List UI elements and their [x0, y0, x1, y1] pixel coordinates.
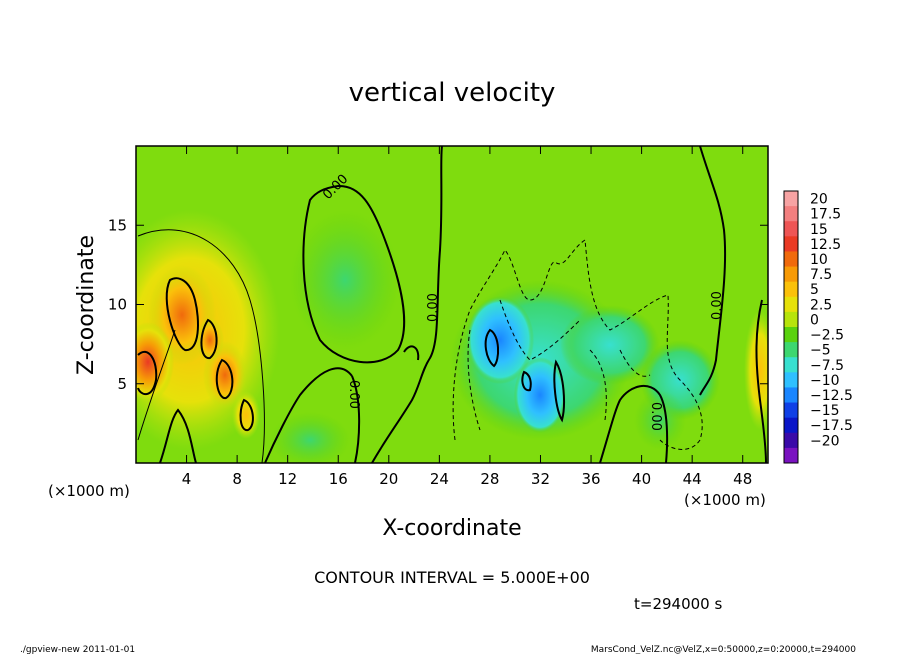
- colorbar-label: −20: [810, 433, 840, 449]
- x-unit-right: (×1000 m): [684, 491, 766, 509]
- colorbar-swatch: [784, 402, 798, 419]
- colorbar-label: 5: [810, 282, 819, 298]
- colorbar-label: −7.5: [810, 358, 844, 374]
- x-unit-left: (×1000 m): [48, 482, 130, 500]
- contour-lines: [137, 146, 767, 463]
- x-tick-label: 24: [430, 470, 449, 488]
- time-stamp: t=294000 s: [634, 595, 722, 613]
- contour-label: 0.00: [346, 380, 361, 409]
- y-ticks: 5 10 15: [108, 216, 768, 393]
- colorbar-swatch: [784, 311, 798, 328]
- colorbar-swatch: [784, 251, 798, 268]
- colorbar-label: 10: [810, 252, 828, 268]
- colorbar-label: −17.5: [810, 418, 853, 434]
- contour-label: 0.00: [648, 402, 663, 431]
- colorbar-swatch: [784, 266, 798, 283]
- x-tick-label: 36: [581, 470, 600, 488]
- colorbar-swatch: [784, 417, 798, 434]
- colorbar-label: −5: [810, 343, 831, 359]
- colorbar-label: 20: [810, 192, 828, 208]
- x-tick-label: 40: [632, 470, 651, 488]
- contour-interval: CONTOUR INTERVAL = 5.000E+00: [314, 568, 590, 587]
- colorbar-swatch: [784, 447, 798, 464]
- colorbar-label: 2.5: [810, 297, 832, 313]
- colorbar-label: 7.5: [810, 267, 832, 283]
- footer-left: ./gpview-new 2011-01-01: [20, 645, 135, 654]
- y-tick-label: 10: [108, 296, 127, 314]
- colorbar-swatch: [784, 432, 798, 449]
- colorbar-swatch: [784, 191, 798, 207]
- colorbar: 2017.51512.5107.552.50−2.5−5−7.5−10−12.5…: [783, 190, 853, 464]
- colorbar-label: −2.5: [810, 328, 844, 344]
- chart-title: vertical velocity: [349, 78, 556, 108]
- colorbar-swatch: [784, 387, 798, 404]
- colorbar-label: −12.5: [810, 388, 853, 404]
- colorbar-swatch: [784, 236, 798, 252]
- colorbar-swatch: [784, 357, 798, 373]
- y-axis-label: Z-coordinate: [74, 235, 99, 375]
- colorbar-label: −10: [810, 373, 840, 389]
- colorbar-swatch: [784, 342, 798, 358]
- x-tick-label: 32: [531, 470, 550, 488]
- colorbar-label: 17.5: [810, 207, 841, 223]
- colorbar-label: 0: [810, 312, 819, 328]
- x-tick-label: 48: [733, 470, 752, 488]
- x-tick-label: 16: [329, 470, 348, 488]
- x-axis-label: X-coordinate: [382, 516, 521, 541]
- colorbar-swatch: [784, 206, 798, 222]
- footer-right: MarsCond_VelZ.nc@VelZ,x=0:50000,z=0:2000…: [591, 645, 856, 654]
- x-tick-label: 44: [683, 470, 702, 488]
- x-tick-label: 12: [278, 470, 297, 488]
- y-tick-label: 5: [117, 375, 127, 393]
- contour-label: 0.00: [426, 293, 441, 322]
- negative-contours: [452, 239, 703, 450]
- colorbar-label: −15: [810, 403, 840, 419]
- colorbar-swatch: [784, 372, 798, 388]
- x-tick-label: 20: [379, 470, 398, 488]
- x-tick-label: 28: [480, 470, 499, 488]
- colorbar-swatch: [784, 327, 798, 343]
- y-tick-label: 15: [108, 216, 127, 234]
- colorbar-swatch: [784, 221, 798, 237]
- colorbar-frame: [783, 190, 799, 464]
- contour-label: 0.00: [710, 291, 725, 320]
- x-tick-label: 4: [182, 470, 192, 488]
- contour-label-group: 0.00 0.00 0.00 0.00 0.00: [320, 172, 725, 431]
- colorbar-swatch: [784, 296, 798, 313]
- colorbar-swatch: [784, 281, 798, 298]
- x-ticks: 4 8 12 16 20 24 28 32 36 40 44 48: [182, 146, 752, 488]
- plot-area: 0.00 0.00 0.00 0.00 0.00 4 8 12 16 20 24 28 32 3…: [108, 145, 769, 488]
- colorbar-label: 12.5: [810, 237, 841, 253]
- field-fill: [136, 210, 768, 463]
- colorbar-label: 15: [810, 222, 828, 238]
- x-tick-label: 8: [232, 470, 242, 488]
